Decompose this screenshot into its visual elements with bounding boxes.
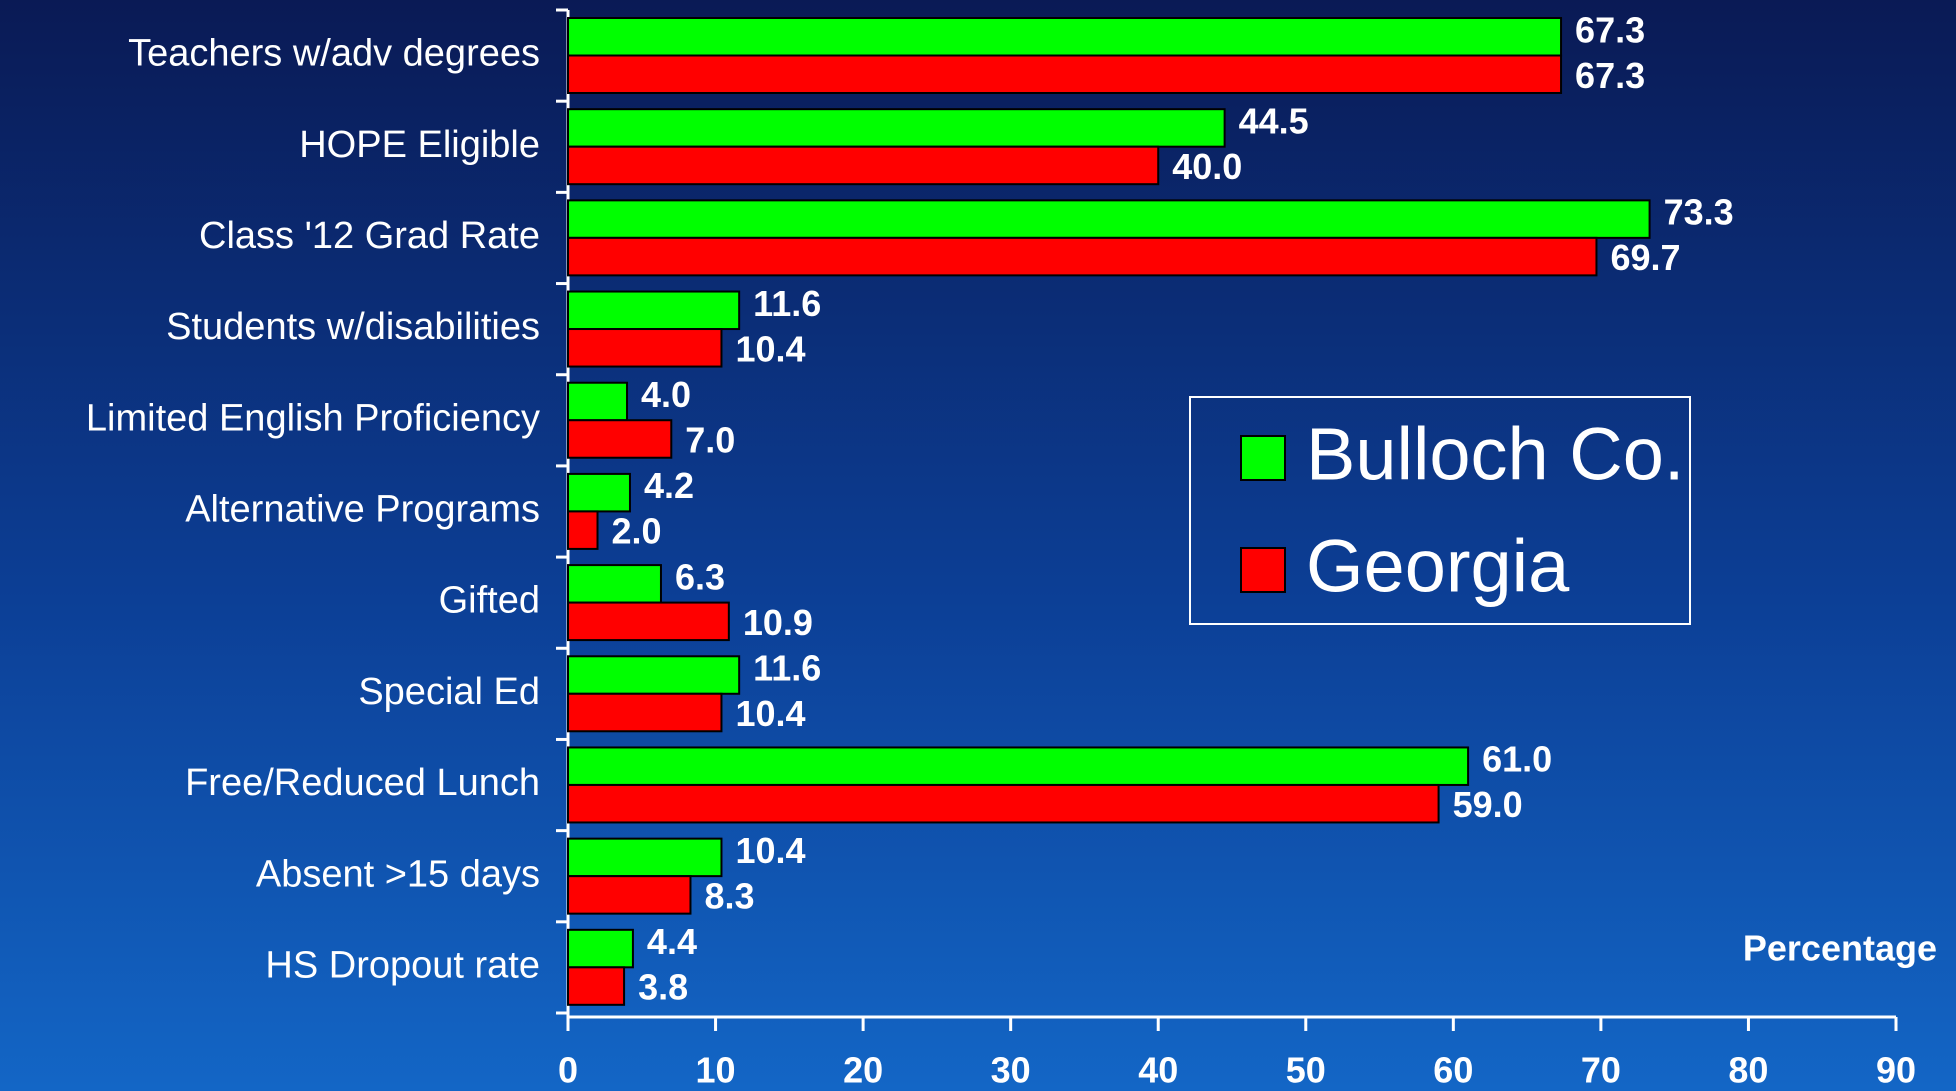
x-tick-label: 0 [558, 1050, 578, 1091]
data-label: 10.4 [735, 830, 805, 871]
data-label: 11.6 [753, 648, 821, 689]
data-label: 4.4 [647, 921, 697, 962]
x-tick-label: 80 [1728, 1050, 1768, 1091]
data-label: 44.5 [1239, 100, 1309, 141]
data-label: 67.3 [1575, 55, 1645, 96]
data-label: 11.6 [753, 283, 821, 324]
bar [567, 966, 626, 1006]
data-label: 10.4 [735, 693, 805, 734]
data-label: 8.3 [704, 875, 754, 916]
category-label: Free/Reduced Lunch [185, 762, 540, 804]
category-label: Special Ed [358, 671, 540, 713]
category-label: HS Dropout rate [265, 944, 540, 986]
data-label: 73.3 [1664, 192, 1734, 233]
legend-swatch [1240, 547, 1286, 593]
bar [567, 472, 631, 513]
data-label: 59.0 [1453, 784, 1523, 825]
x-tick-label: 30 [991, 1050, 1031, 1091]
legend-box [1189, 396, 1691, 625]
data-label: 2.0 [612, 511, 662, 552]
legend-swatch [1240, 435, 1286, 481]
category-label: Limited English Proficiency [86, 397, 540, 439]
category-label: Students w/disabilities [166, 306, 540, 348]
data-label: 4.2 [644, 465, 694, 506]
bar [567, 17, 1563, 57]
x-tick-label: 90 [1876, 1050, 1916, 1091]
data-label: 4.0 [641, 374, 691, 415]
category-label: HOPE Eligible [299, 124, 540, 166]
bar [567, 290, 741, 331]
bar [567, 746, 1470, 786]
data-label: 3.8 [638, 967, 688, 1008]
bar [567, 928, 634, 969]
bar [567, 54, 1563, 94]
bar [567, 837, 723, 878]
category-label: Alternative Programs [185, 489, 540, 531]
bar [567, 564, 662, 604]
data-label: 61.0 [1482, 739, 1552, 780]
bar [567, 108, 1226, 148]
bar [567, 655, 741, 695]
data-label: 40.0 [1172, 146, 1242, 187]
bar [567, 236, 1598, 277]
data-label: 10.4 [735, 328, 805, 369]
bar [567, 875, 692, 915]
data-label: 10.9 [743, 602, 813, 643]
category-label: Absent >15 days [256, 853, 540, 895]
category-label: Gifted [439, 580, 540, 622]
data-label: 6.3 [675, 556, 725, 597]
legend-label: Georgia [1306, 525, 1570, 608]
x-tick-label: 60 [1433, 1050, 1473, 1091]
data-label: 7.0 [685, 419, 735, 460]
data-label: 67.3 [1575, 9, 1645, 50]
x-tick-label: 40 [1138, 1050, 1178, 1091]
x-tick-label: 70 [1581, 1050, 1621, 1091]
legend-label: Bulloch Co. [1306, 413, 1684, 496]
category-label: Class '12 Grad Rate [199, 215, 540, 257]
bar [567, 601, 730, 642]
bar [567, 419, 673, 459]
category-label: Teachers w/adv degrees [128, 33, 540, 75]
bar [567, 381, 629, 422]
bar [567, 328, 723, 368]
bar [567, 692, 723, 733]
x-tick-label: 50 [1286, 1050, 1326, 1091]
bar [567, 783, 1440, 824]
bar [567, 145, 1160, 186]
x-axis-label: Percentage [1743, 928, 1937, 969]
bar [567, 510, 599, 550]
x-tick-label: 10 [696, 1050, 736, 1091]
data-label: 69.7 [1610, 237, 1680, 278]
bar [567, 199, 1651, 239]
x-tick-label: 20 [843, 1050, 883, 1091]
